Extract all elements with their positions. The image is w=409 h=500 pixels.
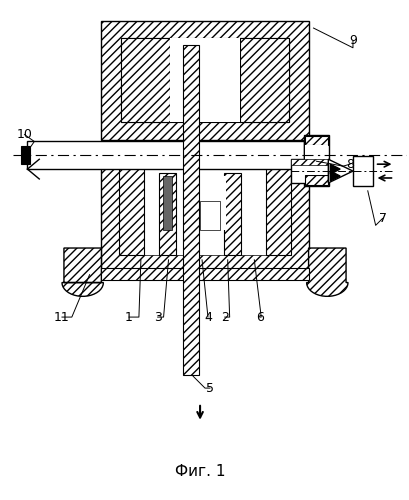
Text: 5: 5 <box>205 382 213 394</box>
Text: 8: 8 <box>345 158 353 170</box>
Bar <box>290 159 328 165</box>
Polygon shape <box>306 248 347 296</box>
Polygon shape <box>330 164 339 174</box>
Text: 11: 11 <box>54 310 70 324</box>
Bar <box>27 142 303 169</box>
Text: 6: 6 <box>256 310 263 324</box>
Polygon shape <box>62 248 103 296</box>
Bar <box>20 146 30 164</box>
Text: 1: 1 <box>125 310 133 324</box>
Bar <box>352 156 372 186</box>
Bar <box>101 268 308 280</box>
Polygon shape <box>328 159 352 183</box>
Bar <box>290 159 328 183</box>
Bar <box>170 38 239 122</box>
Text: 2: 2 <box>220 310 228 324</box>
Bar <box>223 173 241 255</box>
Text: 7: 7 <box>378 212 386 225</box>
Bar <box>265 166 290 255</box>
Bar <box>101 21 308 140</box>
Text: 3: 3 <box>153 310 161 324</box>
Bar <box>239 38 288 122</box>
Text: Фиг. 1: Фиг. 1 <box>174 464 225 479</box>
Bar <box>304 136 328 145</box>
Bar <box>119 166 144 255</box>
Bar <box>303 134 328 186</box>
Bar <box>304 146 328 175</box>
Bar <box>121 38 170 122</box>
Text: 9: 9 <box>348 34 356 48</box>
Text: 10: 10 <box>16 128 32 141</box>
Bar <box>304 175 328 185</box>
Bar <box>198 176 225 231</box>
Bar <box>121 38 288 122</box>
Bar <box>183 45 199 376</box>
Bar <box>158 173 176 255</box>
Bar <box>200 200 219 230</box>
Bar <box>101 156 308 270</box>
Text: 4: 4 <box>204 310 211 324</box>
Bar <box>119 166 290 255</box>
Polygon shape <box>330 171 339 181</box>
Bar <box>162 176 172 231</box>
